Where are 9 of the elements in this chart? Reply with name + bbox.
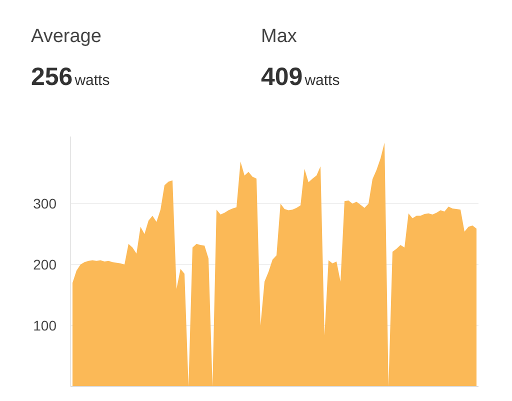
y-tick-label: 200	[33, 256, 57, 273]
text: watts	[304, 72, 340, 90]
text: Max	[261, 25, 298, 49]
text: 409	[261, 63, 303, 92]
y-tick-label: 100	[33, 318, 57, 334]
text: 256	[31, 63, 73, 92]
text: Average	[31, 25, 102, 49]
y-tick-label: 300	[33, 196, 57, 212]
text: watts	[74, 72, 110, 90]
